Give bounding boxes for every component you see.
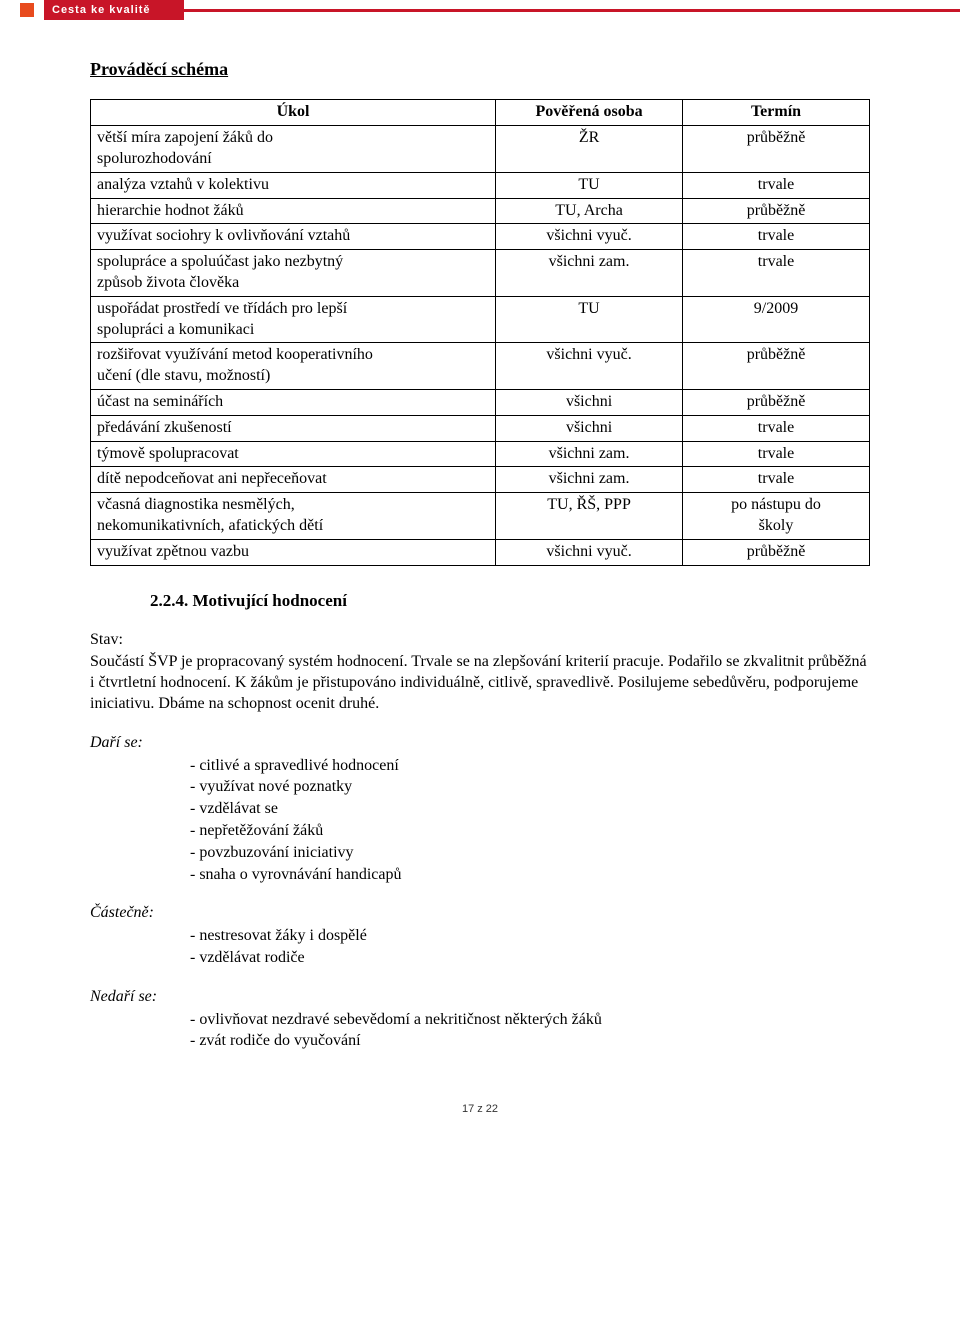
cell-term: trvale xyxy=(683,415,870,441)
table-row: dítě nepodceňovat ani nepřeceňovatvšichn… xyxy=(91,467,870,493)
cell-task: větší míra zapojení žáků do spolurozhodo… xyxy=(91,126,496,173)
cell-person: TU xyxy=(496,172,683,198)
castecne-block: Částečně: - nestresovat žáky i dospělé- … xyxy=(90,903,870,968)
list-item: - zvát rodiče do vyučování xyxy=(190,1031,870,1052)
cell-person: všichni xyxy=(496,415,683,441)
castecne-list: - nestresovat žáky i dospělé- vzdělávat … xyxy=(190,926,870,969)
cell-task: hierarchie hodnot žáků xyxy=(91,198,496,224)
cell-person: všichni zam. xyxy=(496,467,683,493)
page-header: Cesta ke kvalitě xyxy=(0,0,960,20)
cell-term: trvale xyxy=(683,250,870,297)
th-term: Termín xyxy=(683,100,870,126)
cell-task: uspořádat prostředí ve třídách pro lepší… xyxy=(91,296,496,343)
header-brand-text: Cesta ke kvalitě xyxy=(52,3,151,17)
table-header-row: Úkol Pověřená osoba Termín xyxy=(91,100,870,126)
header-square-icon xyxy=(20,3,34,17)
cell-task: předávání zkušeností xyxy=(91,415,496,441)
cell-person: TU xyxy=(496,296,683,343)
list-item: - povzbuzování iniciativy xyxy=(190,843,870,864)
list-item: - využívat nové poznatky xyxy=(190,777,870,798)
cell-person: TU, Archa xyxy=(496,198,683,224)
list-item: - citlivé a spravedlivé hodnocení xyxy=(190,756,870,777)
list-item: - vzdělávat se xyxy=(190,799,870,820)
cell-person: všichni vyuč. xyxy=(496,224,683,250)
cell-term: průběžně xyxy=(683,539,870,565)
cell-term: 9/2009 xyxy=(683,296,870,343)
list-item: - ovlivňovat nezdravé sebevědomí a nekri… xyxy=(190,1010,870,1031)
table-row: hierarchie hodnot žákůTU, Archaprůběžně xyxy=(91,198,870,224)
table-row: uspořádat prostředí ve třídách pro lepší… xyxy=(91,296,870,343)
table-row: spolupráce a spoluúčast jako nezbytný zp… xyxy=(91,250,870,297)
stav-block: Stav: Součástí ŠVP je propracovaný systé… xyxy=(90,630,870,715)
table-row: analýza vztahů v kolektivuTUtrvale xyxy=(91,172,870,198)
cell-task: včasná diagnostika nesmělých, nekomunika… xyxy=(91,493,496,540)
table-row: využívat sociohry k ovlivňování vztahůvš… xyxy=(91,224,870,250)
cell-task: využívat zpětnou vazbu xyxy=(91,539,496,565)
cell-person: všichni vyuč. xyxy=(496,539,683,565)
cell-task: rozšiřovat využívání metod kooperativníh… xyxy=(91,343,496,390)
th-person: Pověřená osoba xyxy=(496,100,683,126)
table-row: předávání zkušenostívšichnitrvale xyxy=(91,415,870,441)
stav-text: Součástí ŠVP je propracovaný systém hodn… xyxy=(90,652,870,714)
cell-person: ŽR xyxy=(496,126,683,173)
nedari-list: - ovlivňovat nezdravé sebevědomí a nekri… xyxy=(190,1010,870,1053)
cell-person: všichni xyxy=(496,389,683,415)
list-item: - nepřetěžování žáků xyxy=(190,821,870,842)
table-row: využívat zpětnou vazbuvšichni vyuč.průbě… xyxy=(91,539,870,565)
table-row: větší míra zapojení žáků do spolurozhodo… xyxy=(91,126,870,173)
table-row: včasná diagnostika nesmělých, nekomunika… xyxy=(91,493,870,540)
castecne-label: Částečně: xyxy=(90,903,870,924)
cell-person: všichni vyuč. xyxy=(496,343,683,390)
subsection-heading: 2.2.4. Motivující hodnocení xyxy=(150,590,870,612)
cell-term: průběžně xyxy=(683,126,870,173)
cell-task: využívat sociohry k ovlivňování vztahů xyxy=(91,224,496,250)
cell-term: po nástupu do školy xyxy=(683,493,870,540)
nedari-label: Nedaří se: xyxy=(90,987,870,1008)
dari-block: Daří se: - citlivé a spravedlivé hodnoce… xyxy=(90,733,870,886)
table-row: týmově spolupracovatvšichni zam.trvale xyxy=(91,441,870,467)
header-brand-bar: Cesta ke kvalitě xyxy=(44,0,184,20)
page-footer: 17 z 22 xyxy=(90,1102,870,1116)
list-item: - nestresovat žáky i dospělé xyxy=(190,926,870,947)
cell-task: analýza vztahů v kolektivu xyxy=(91,172,496,198)
th-task: Úkol xyxy=(91,100,496,126)
cell-task: spolupráce a spoluúčast jako nezbytný zp… xyxy=(91,250,496,297)
cell-task: účast na seminářích xyxy=(91,389,496,415)
nedari-block: Nedaří se: - ovlivňovat nezdravé sebevěd… xyxy=(90,987,870,1052)
cell-term: průběžně xyxy=(683,198,870,224)
section-title: Prováděcí schéma xyxy=(90,58,870,81)
cell-task: týmově spolupracovat xyxy=(91,441,496,467)
cell-term: trvale xyxy=(683,441,870,467)
table-row: rozšiřovat využívání metod kooperativníh… xyxy=(91,343,870,390)
cell-term: trvale xyxy=(683,224,870,250)
table-row: účast na semináříchvšichniprůběžně xyxy=(91,389,870,415)
cell-person: TU, ŘŠ, PPP xyxy=(496,493,683,540)
schema-table: Úkol Pověřená osoba Termín větší míra za… xyxy=(90,99,870,565)
cell-person: všichni zam. xyxy=(496,250,683,297)
cell-person: všichni zam. xyxy=(496,441,683,467)
dari-list: - citlivé a spravedlivé hodnocení- využí… xyxy=(190,756,870,886)
cell-term: trvale xyxy=(683,172,870,198)
cell-term: trvale xyxy=(683,467,870,493)
cell-term: průběžně xyxy=(683,389,870,415)
dari-label: Daří se: xyxy=(90,733,870,754)
list-item: - snaha o vyrovnávání handicapů xyxy=(190,865,870,886)
page-content: Prováděcí schéma Úkol Pověřená osoba Ter… xyxy=(0,28,960,1146)
stav-label: Stav: xyxy=(90,630,870,651)
header-rule xyxy=(184,9,960,12)
cell-task: dítě nepodceňovat ani nepřeceňovat xyxy=(91,467,496,493)
list-item: - vzdělávat rodiče xyxy=(190,948,870,969)
cell-term: průběžně xyxy=(683,343,870,390)
